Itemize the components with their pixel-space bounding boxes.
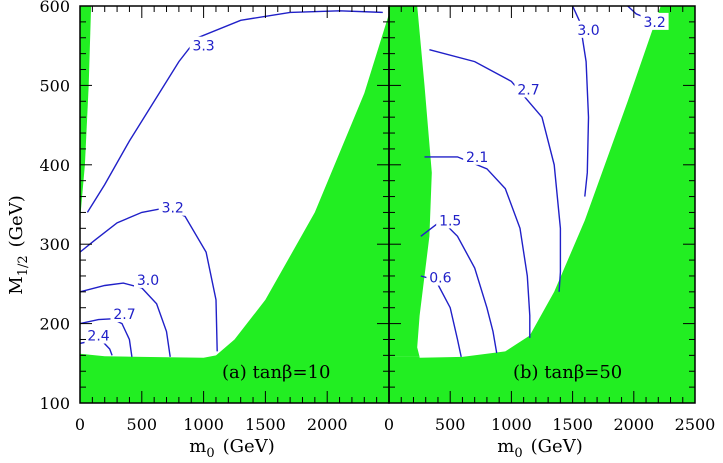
contour-label-a-2: 3.0: [137, 273, 159, 289]
contour-label-a-3: 2.7: [113, 307, 135, 323]
panel-label-a: (a) tanβ=10: [222, 362, 330, 383]
x-axis-title-b-main: m: [497, 436, 514, 457]
panel-label-b: (b) tanβ=50: [513, 362, 622, 383]
y-axis-title: M1/2 (GeV): [6, 195, 31, 294]
x-tick-label-a-0: 0: [75, 415, 85, 434]
x-tick-label-a-2: 1000: [183, 415, 224, 434]
contour-label-a-1: 3.2: [162, 201, 184, 217]
plot-area-a: 3.3 3.2 3.0 2.72.4: [80, 6, 389, 403]
panel-a: 3.3 3.2 3.0 2.72.4: [80, 6, 389, 403]
x-axis-title-a-unit: (GeV): [223, 436, 275, 457]
plot-area-b: 3.2 3.0 2.7 2.1 1.5 0.6: [389, 6, 695, 403]
y-tick-label-0: 100: [39, 394, 70, 413]
panel-b: 3.2 3.0 2.7 2.1 1.5 0.6: [389, 6, 695, 403]
contour-label-bg-a-2: [133, 270, 162, 288]
x-tick-label-a-1: 500: [127, 415, 158, 434]
x-axis-title-a-main: m: [189, 436, 206, 457]
contour-label-bg-b-4: [436, 211, 465, 229]
y-tick-label-3: 400: [39, 156, 70, 175]
contour-label-bg-b-5: [426, 268, 455, 286]
x-tick-label-b-3: 1500: [552, 415, 593, 434]
contour-label-b-0: 3.2: [643, 15, 665, 31]
contour-label-bg-b-0: [640, 12, 669, 30]
contour-line-b-5: [420, 275, 462, 358]
contour-label-bg-b-2: [514, 80, 543, 98]
frame-b: [388, 5, 696, 404]
contour-label-b-1: 3.0: [577, 23, 599, 39]
x-axis-title-b: m0 (GeV): [497, 436, 582, 461]
x-axis-title-b-unit: (GeV): [531, 436, 583, 457]
x-tick-label-b-5: 2500: [675, 415, 716, 434]
svg-text:M1/2(GeV): M1/2 (GeV): [6, 195, 31, 294]
excluded-region-a-1: [80, 6, 92, 221]
contour-line-b-2: [429, 49, 562, 292]
x-axis-title-a: m0 (GeV): [189, 436, 274, 461]
y-tick-label-1: 200: [39, 315, 70, 334]
contour-label-b-2: 2.7: [517, 82, 539, 98]
x-tick-label-b-2: 1000: [491, 415, 532, 434]
x-tick-label-b-4: 2000: [613, 415, 654, 434]
contour-label-b-3: 2.1: [466, 150, 488, 166]
contour-label-a-4: 2.4: [87, 329, 109, 345]
y-axis-title-unit: (GeV): [6, 195, 27, 247]
contour-label-b-4: 1.5: [439, 213, 461, 229]
y-tick-label-5: 600: [39, 0, 70, 16]
x-tick-label-b-1: 500: [435, 415, 466, 434]
y-axis-title-main: M: [6, 276, 27, 294]
x-axis-title-b-sub: 0: [514, 446, 522, 461]
contour-label-a-0: 3.3: [192, 39, 214, 55]
x-tick-label-a-3: 1500: [245, 415, 286, 434]
contour-label-bg-b-1: [574, 20, 603, 38]
x-tick-label-b-0: 0: [384, 415, 394, 434]
contour-label-bg-a-1: [158, 198, 187, 216]
y-tick-label-2: 300: [39, 235, 70, 254]
excluded-region-b-0: [389, 6, 695, 403]
contour-label-b-5: 0.6: [429, 271, 451, 287]
excluded-region-b-1: [389, 6, 432, 357]
x-tick-label-a-4: 2000: [307, 415, 348, 434]
y-axis-title-sub: 1/2: [16, 255, 31, 276]
contour-label-bg-b-3: [463, 147, 492, 165]
axes: 0 500 1000 1500 2000 0 500 1000 1500 2000 2500 100 2…: [39, 0, 715, 434]
contour-line-b-4: [420, 219, 498, 354]
contour-label-bg-a-3: [110, 305, 139, 323]
y-tick-label-4: 500: [39, 76, 70, 95]
contour-line-b-1: [571, 6, 590, 197]
contour-line-b-3: [424, 156, 531, 338]
x-axis-title-a-sub: 0: [206, 446, 214, 461]
contour-label-bg-a-4: [84, 326, 113, 344]
excluded-region-a-0: [80, 13, 389, 403]
contour-label-bg-a-0: [189, 36, 218, 54]
